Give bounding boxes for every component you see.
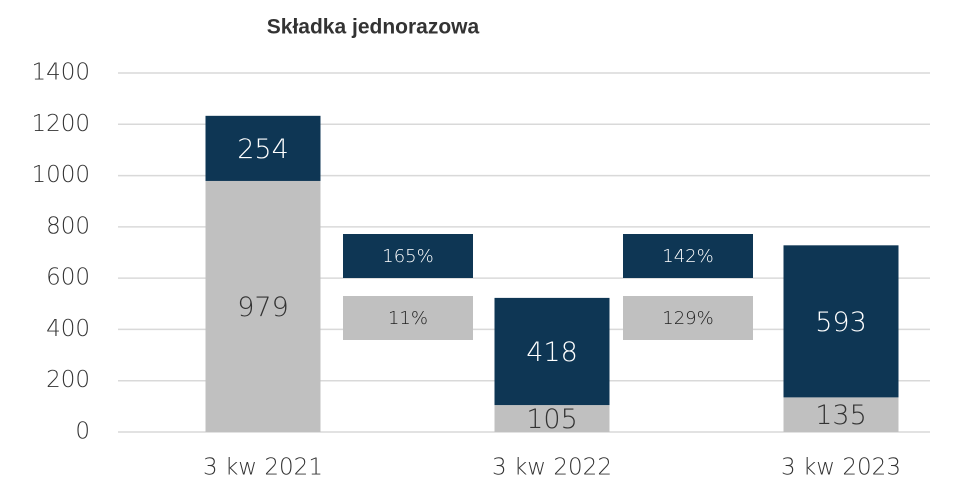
bar-segment: [494, 297, 610, 406]
annotation-box: [343, 296, 473, 340]
annotation-box: [343, 234, 473, 278]
value-label: 418: [526, 337, 578, 368]
annotation-box: [623, 296, 753, 340]
y-tick-label: 0: [75, 419, 90, 445]
annotation: 129%: [662, 308, 713, 329]
bar-segment: [205, 180, 321, 432]
bar-segment: [494, 405, 610, 432]
x-tick-label: 3 kw 2022: [492, 455, 612, 481]
y-tick-label: 400: [46, 316, 90, 342]
value-label: 135: [815, 400, 867, 431]
y-tick-label: 1000: [31, 162, 90, 188]
value-label: 979: [237, 292, 289, 323]
x-tick-label: 3 kw 2023: [781, 455, 901, 481]
y-tick-label: 800: [46, 213, 90, 239]
value-label: 593: [815, 307, 867, 338]
annotation: 11%: [388, 308, 428, 329]
chart-title: Składka jednorazowa: [267, 16, 480, 39]
annotation: 165%: [382, 246, 433, 267]
y-tick-label: 1200: [31, 111, 90, 137]
bar-segment: [783, 245, 899, 398]
bar-segment: [783, 397, 899, 432]
value-label: 105: [526, 404, 578, 435]
y-tick-label: 200: [46, 367, 90, 393]
x-tick-label: 3 kw 2021: [203, 455, 323, 481]
annotation: 142%: [662, 246, 713, 267]
annotation-box: [623, 234, 753, 278]
value-label: 254: [237, 134, 289, 165]
y-tick-label: 600: [46, 265, 90, 291]
y-tick-label: 1400: [31, 60, 90, 86]
bar-segment: [205, 115, 321, 181]
